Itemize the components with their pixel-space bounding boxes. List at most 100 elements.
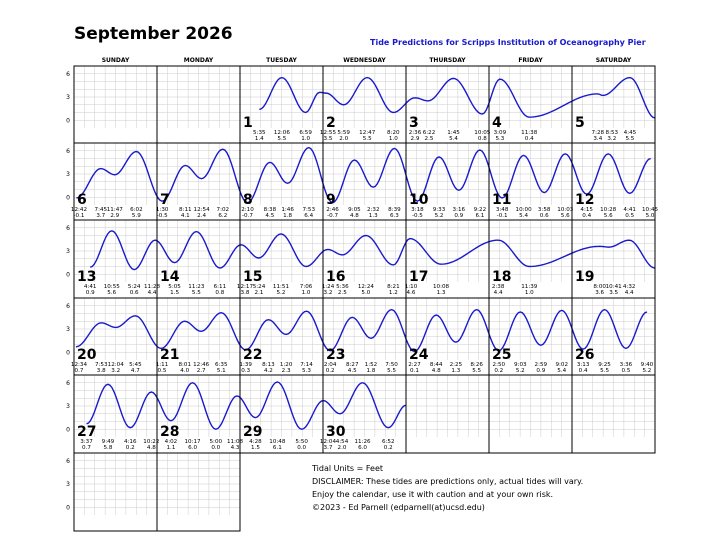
weekday-header: TUESDAY: [266, 57, 297, 64]
tide-time: 7:50: [385, 362, 398, 368]
tide-height: 4.3: [231, 445, 240, 451]
tide-time: 8:00: [593, 284, 606, 290]
tide-time: 11:51: [273, 284, 290, 290]
tide-height: 5.3: [302, 368, 311, 374]
tide-height: 5.5: [363, 136, 372, 142]
credit-note: ©2023 - Ed Parnell (edparnell(at)ucsd.ed…: [312, 503, 485, 512]
tide-time: 1:39: [239, 362, 252, 368]
y-tick-label: 3: [66, 481, 70, 488]
weekday-header: THURSDAY: [429, 57, 466, 64]
tide-height: 6.3: [390, 213, 399, 219]
day-number: 11: [492, 192, 511, 208]
tide-height: 5.5: [600, 368, 609, 374]
tide-time: 5:24: [128, 284, 141, 290]
tide-height: 5.2: [435, 213, 444, 219]
tide-time: 1:45: [447, 130, 460, 136]
tide-time: 7:53: [302, 207, 315, 213]
tide-height: 0.4: [579, 368, 588, 374]
tide-time: 10:41: [606, 284, 623, 290]
tide-time: 7:28: [592, 130, 605, 136]
page-title: September 2026: [74, 24, 233, 44]
tide-time: 3:48: [496, 207, 509, 213]
tide-time: 1:11: [156, 362, 169, 368]
y-tick-label: 3: [66, 94, 70, 101]
tide-time: 3:18: [411, 207, 424, 213]
day-number: 13: [77, 269, 96, 285]
weekday-header: FRIDAY: [518, 57, 543, 64]
day-number: 22: [243, 347, 262, 363]
tide-height: 2.0: [338, 445, 347, 451]
day-number: 27: [77, 424, 96, 440]
day-number: 1: [243, 115, 253, 131]
y-tick-label: 0: [66, 426, 70, 433]
tide-time: 8:26: [470, 362, 483, 368]
tide-height: 5.0: [361, 290, 370, 296]
tide-height: 0.5: [158, 368, 167, 374]
tide-height: 1.4: [255, 136, 264, 142]
tide-height: 2.9: [411, 136, 420, 142]
tide-height: 2.9: [110, 213, 119, 219]
tide-time: 8:01: [178, 362, 191, 368]
tide-height: 4.0: [180, 368, 189, 374]
tide-time: 2:04: [324, 362, 337, 368]
tide-height: 1.0: [302, 290, 311, 296]
tide-time: 5:50: [295, 439, 308, 445]
tide-height: 5.2: [277, 290, 286, 296]
tide-time: 1:30: [156, 207, 169, 213]
weekday-header: SUNDAY: [102, 57, 130, 64]
tide-time: 7:02: [217, 207, 230, 213]
tide-time: 5:59: [337, 130, 350, 136]
tide-time: 11:38: [521, 130, 538, 136]
tide-time: 10:05: [474, 130, 491, 136]
day-number: 26: [575, 347, 594, 363]
tide-height: 5.0: [646, 213, 655, 219]
y-tick-label: 6: [66, 303, 70, 310]
tide-time: 7:53: [95, 362, 108, 368]
tide-height: 0.9: [454, 213, 463, 219]
tide-height: 5.6: [604, 213, 613, 219]
tide-time: 11:28: [144, 284, 161, 290]
tide-height: -0.1: [497, 213, 508, 219]
tide-time: 4:54: [336, 439, 349, 445]
tide-height: 3.7: [96, 213, 105, 219]
day-number: 21: [160, 347, 179, 363]
tide-height: 2.0: [339, 136, 348, 142]
tide-height: 5.4: [557, 368, 566, 374]
tide-time: 11:26: [354, 439, 371, 445]
tide-time: 5:35: [253, 130, 266, 136]
y-tick-label: 0: [66, 194, 70, 201]
tide-time: 5:05: [168, 284, 181, 290]
day-number: 14: [160, 269, 180, 285]
tide-height: 0.6: [540, 213, 549, 219]
day-number: 12: [575, 192, 594, 208]
tide-time: 2:59: [535, 362, 548, 368]
tide-curve-week-1: [259, 76, 656, 119]
tide-height: 0.7: [82, 445, 91, 451]
tide-height: 4.1: [181, 213, 190, 219]
tide-time: 4:02: [165, 439, 178, 445]
tide-height: 1.3: [437, 290, 446, 296]
tide-height: 3.2: [607, 136, 616, 142]
tide-height: 1.5: [170, 290, 179, 296]
tide-time: 4:16: [124, 439, 137, 445]
tide-time: 11:08: [227, 439, 244, 445]
tide-time: 1:46: [281, 207, 294, 213]
tide-height: 5.5: [277, 136, 286, 142]
tide-time: 7:45: [95, 207, 108, 213]
tide-height: 1.0: [525, 290, 534, 296]
tide-height: -0.7: [242, 213, 253, 219]
tide-time: 3:09: [494, 130, 507, 136]
tide-time: 2:50: [493, 362, 506, 368]
tide-time: 10:45: [642, 207, 659, 213]
tide-time: 8:13: [262, 362, 275, 368]
tide-time: 3:16: [453, 207, 466, 213]
tide-time: 5:45: [129, 362, 142, 368]
weekday-header: MONDAY: [184, 57, 214, 64]
tide-time: 8:21: [387, 284, 400, 290]
disclaimer-note: DISCLAIMER: These tides are predictions …: [312, 477, 584, 486]
tide-height: 6.1: [273, 445, 282, 451]
tide-time: 6:35: [215, 362, 228, 368]
tide-time: 2:25: [450, 362, 463, 368]
day-number: 19: [575, 269, 594, 285]
